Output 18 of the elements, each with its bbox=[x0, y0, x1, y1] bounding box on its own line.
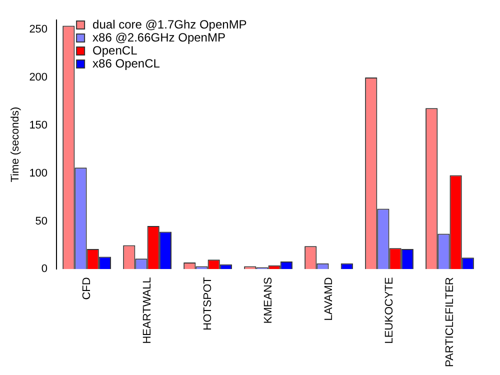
x-tick-label: HEARTWALL bbox=[141, 277, 154, 344]
y-axis-title: Time (seconds) bbox=[10, 106, 22, 182]
y-tick-label: 100 bbox=[29, 167, 48, 180]
x-tick-label: CFD bbox=[80, 277, 93, 300]
legend-label: x86 @2.66GHz OpenMP bbox=[92, 30, 226, 44]
x-tick-label: LAVAMD bbox=[322, 277, 335, 321]
legend-label: OpenCL bbox=[92, 43, 138, 58]
y-tick-label: 0 bbox=[41, 263, 48, 276]
y-tick-label: 200 bbox=[29, 72, 48, 84]
y-tick-label: 250 bbox=[29, 24, 48, 36]
legend-label: x86 OpenCL bbox=[92, 56, 160, 70]
y-tick-label: 50 bbox=[35, 215, 48, 228]
legend-label: dual core @1.7Ghz OpenMP bbox=[92, 17, 247, 32]
x-tick-label: KMEANS bbox=[262, 277, 274, 324]
x-tick-label: LEUKOCYTE bbox=[383, 277, 396, 344]
x-tick-label: PARTICLEFILTER bbox=[444, 277, 456, 368]
x-tick-label: HOTSPOT bbox=[202, 276, 214, 330]
y-tick-label: 150 bbox=[29, 119, 48, 132]
